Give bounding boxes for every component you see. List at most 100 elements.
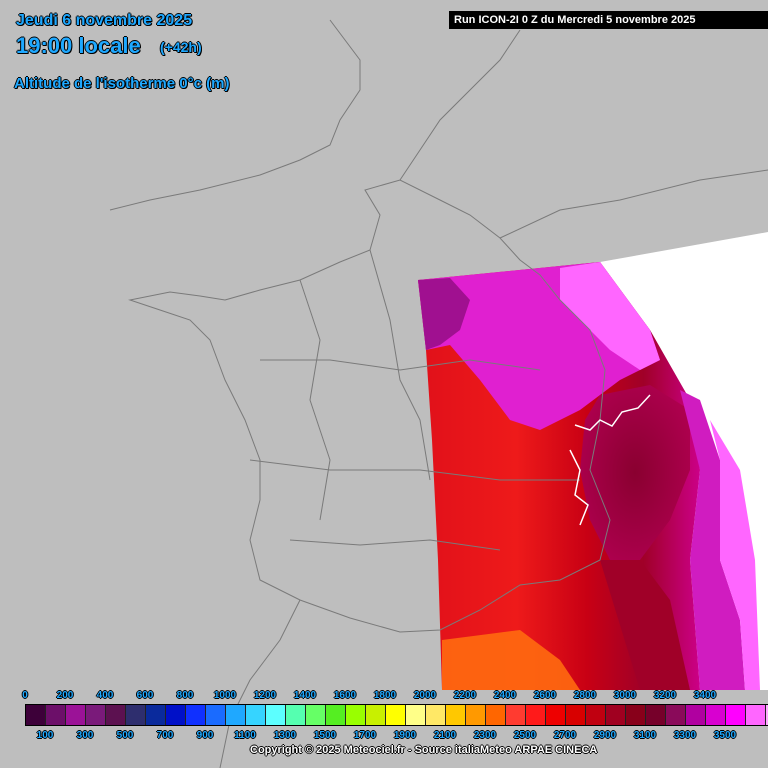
legend-swatch: [726, 705, 746, 725]
legend-swatch: [26, 705, 46, 725]
legend-swatch: [746, 705, 766, 725]
legend-swatch: [606, 705, 626, 725]
field-south-orange: [442, 630, 580, 690]
legend-tick: 500: [116, 730, 134, 741]
forecast-time: 19:00 locale: [16, 33, 141, 58]
legend-swatch: [326, 705, 346, 725]
legend-swatch: [286, 705, 306, 725]
field-alps-core: [580, 385, 690, 560]
legend-tick: 2200: [453, 690, 477, 701]
legend-swatch: [666, 705, 686, 725]
legend-swatch: [266, 705, 286, 725]
legend-swatch: [686, 705, 706, 725]
legend-swatch: [366, 705, 386, 725]
legend-tick: 1900: [393, 730, 417, 741]
legend-swatch: [406, 705, 426, 725]
legend-tick: 2600: [533, 690, 557, 701]
border-region-2: [369, 249, 431, 481]
border-region-4: [249, 459, 580, 481]
legend-tick: 800: [176, 690, 194, 701]
legend-tick: 1400: [293, 690, 317, 701]
legend-swatch: [246, 705, 266, 725]
variable-title: Altitude de l'isotherme 0°c (m): [14, 75, 230, 92]
legend-swatch: [446, 705, 466, 725]
legend-tick: 100: [36, 730, 54, 741]
legend-swatch: [626, 705, 646, 725]
legend-tick: 2700: [553, 730, 577, 741]
legend-tick: 1200: [253, 690, 277, 701]
legend-tick: 200: [56, 690, 74, 701]
color-legend: 0 200 400 600 800 1000 1200 1400 1600 1800 2000 220…: [0, 686, 768, 768]
legend-swatch: [386, 705, 406, 725]
uk-coast: [109, 19, 361, 211]
legend-swatch: [466, 705, 486, 725]
field-east-fringe: [680, 390, 745, 690]
benelux-border: [399, 29, 521, 181]
isotherm-field: [418, 262, 760, 690]
legend-swatch: [486, 705, 506, 725]
legend-tick: 3400: [693, 690, 717, 701]
legend-swatch: [706, 705, 726, 725]
legend-tick: 1000: [213, 690, 237, 701]
legend-swatch: [166, 705, 186, 725]
legend-tick: 2000: [413, 690, 437, 701]
field-north-light: [560, 262, 660, 370]
legend-tick: 3000: [613, 690, 637, 701]
legend-tick: 900: [196, 730, 214, 741]
france-outline: [128, 179, 611, 633]
run-banner: Run ICON-2I 0 Z du Mercredi 5 novembre 2…: [449, 11, 768, 29]
legend-swatch: [426, 705, 446, 725]
legend-tick: 300: [76, 730, 94, 741]
alps-contour: [569, 394, 651, 526]
legend-tick: 1500: [313, 730, 337, 741]
legend-swatch: [186, 705, 206, 725]
field-north-dark: [418, 278, 470, 350]
legend-tick: 600: [136, 690, 154, 701]
legend-tick: 700: [156, 730, 174, 741]
legend-swatch: [526, 705, 546, 725]
legend-tick: 1300: [273, 730, 297, 741]
legend-swatch: [346, 705, 366, 725]
legend-tick: 2100: [433, 730, 457, 741]
legend-swatch: [506, 705, 526, 725]
legend-swatch: [126, 705, 146, 725]
legend-tick: 2800: [573, 690, 597, 701]
border-region-3: [260, 359, 541, 371]
legend-tick: 2400: [493, 690, 517, 701]
legend-swatch: [46, 705, 66, 725]
legend-swatch: [586, 705, 606, 725]
border-region-5: [289, 539, 501, 551]
legend-swatch: [106, 705, 126, 725]
legend-tick: 3200: [653, 690, 677, 701]
legend-swatch: [146, 705, 166, 725]
legend-tick: 1800: [373, 690, 397, 701]
legend-swatch: [566, 705, 586, 725]
germany-border: [499, 169, 768, 239]
legend-swatches: [25, 704, 768, 726]
legend-tick: 1100: [234, 730, 256, 741]
legend-tick: 2500: [513, 730, 537, 741]
legend-tick: 400: [96, 690, 114, 701]
copyright: Copyright © 2025 Meteociel.fr - Source i…: [250, 744, 598, 756]
legend-tick: 2300: [473, 730, 497, 741]
forecast-lead-time: (+42h): [160, 39, 202, 55]
borders: [109, 19, 768, 768]
legend-swatch: [306, 705, 326, 725]
legend-swatch: [66, 705, 86, 725]
legend-swatch: [206, 705, 226, 725]
legend-swatch: [546, 705, 566, 725]
legend-swatch: [646, 705, 666, 725]
legend-swatch: [226, 705, 246, 725]
legend-swatch: [86, 705, 106, 725]
legend-swatch: [766, 705, 768, 725]
legend-tick: 3300: [673, 730, 697, 741]
spain-border: [219, 599, 301, 768]
legend-tick: 3500: [713, 730, 737, 741]
legend-tick: 1700: [353, 730, 377, 741]
border-region-1: [299, 279, 331, 521]
field-east-pink: [710, 420, 760, 690]
legend-tick: 2900: [593, 730, 617, 741]
forecast-date: Jeudi 6 novembre 2025: [16, 12, 193, 29]
field-southeast-dark: [600, 560, 690, 690]
